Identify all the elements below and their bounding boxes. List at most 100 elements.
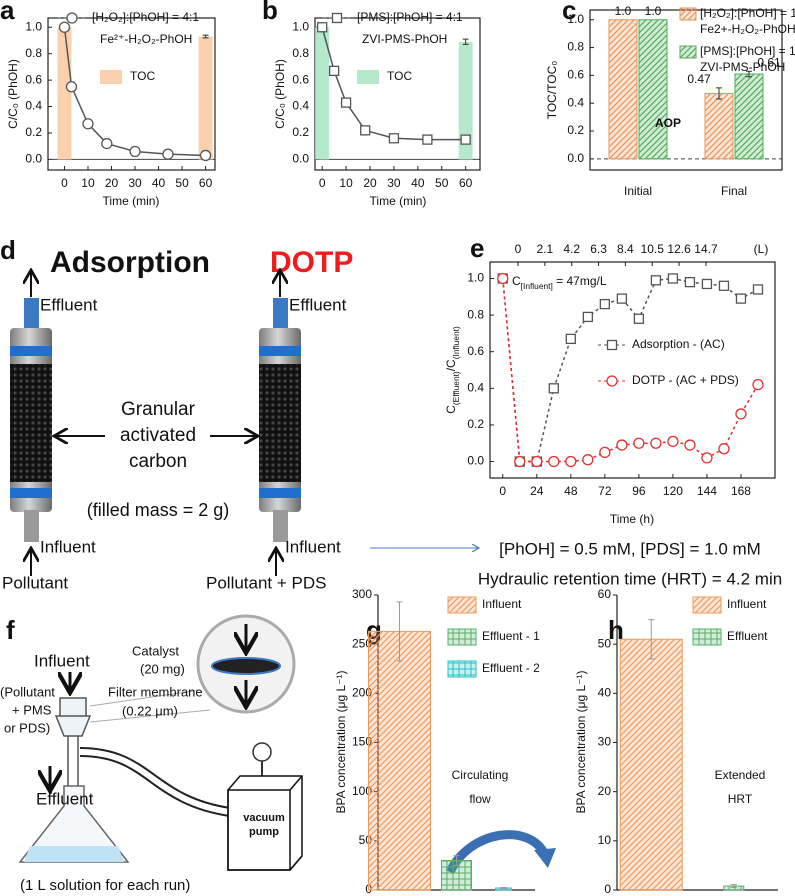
marker [58,21,71,33]
x-tick-label: 10 [339,176,353,190]
x-tick-label: 0 [499,484,506,498]
y-tick-label: 0.0 [292,152,309,166]
marker [162,148,174,160]
toc-bar [198,36,213,160]
x-tick-label: 10 [81,176,95,190]
chart: c 0.0 0.2 0.4 0.6 0.8 1.0 TOC/TOC₀ Initial Final 1… [545,0,795,198]
marker [497,272,509,285]
band [10,488,52,498]
y-tick-label: 10 [598,833,612,847]
marker [633,313,645,324]
label-part: C [444,405,458,414]
panel-f: f Influent (Pollutant + PMS or PDS) Cata… [0,614,303,894]
legend-label: [PMS]:[PhOH] = 4:1 [357,10,463,24]
marker [582,311,593,323]
legend-label: Effluent - 1 [482,629,540,643]
chart: g050100150200250300BPA concentration (μg… [334,587,540,896]
label-part: /C [444,359,458,371]
x-tick-label: 40 [411,176,425,190]
marker [460,134,471,145]
membrane-label: Filter membrane [108,684,203,699]
x-tick-label: 60 [199,176,213,190]
marker [701,452,713,464]
y-tick-label: 300 [352,587,372,601]
flow-arrow [445,830,550,875]
pump-label: pump [249,826,279,838]
membrane-label: (0.22 μm) [122,703,178,718]
y-tick-label: 0.8 [25,46,42,60]
media-label: activated [120,425,196,446]
catalyst-label: Catalyst [132,643,179,658]
toc-bar [458,41,473,160]
error-bar [462,38,469,45]
bar [704,92,734,160]
x2-tick-label: 12.6 [667,242,691,256]
annotation: Circulating [452,768,509,782]
error-bar [716,87,722,100]
legend-marker [606,375,618,387]
error-bar [202,34,209,39]
toc-bar [315,27,330,160]
mass-label: (filled mass = 2 g) [87,500,230,520]
x-axis-label: Time (min) [370,194,427,208]
y-tick-label: 50 [598,636,612,650]
y-tick-label: 0 [604,882,611,896]
y-tick-label: 0.0 [567,151,584,165]
marker [684,439,696,451]
error-bar [746,70,752,78]
x-tick-label: 20 [105,176,119,190]
x-tick-label: 144 [697,484,717,498]
label-part: = 47mg/L [553,274,607,288]
y-axis-label: C/C₀ (PhOH) [273,59,287,129]
marker [599,446,611,459]
y-tick-label: 0.4 [467,380,484,394]
legend-swatch [447,628,477,646]
marker [735,293,747,304]
x2-tick-label: 14.7 [694,242,718,256]
feed-label: Pollutant + PDS [206,573,327,592]
y-axis-label: BPA concentration (μg L⁻¹) [574,670,588,813]
panel-label: a [0,0,15,25]
y-tick-label: 30 [598,735,612,749]
influent-label: Influent [285,537,341,556]
panel-label: h [608,615,624,645]
catalyst-label: (20 mg) [140,661,185,676]
x2-tick-label: 0 [515,242,522,256]
chart: e 0.0 0.2 0.4 0.6 0.8 1.0 0 24 48 72 96 120 144 168 0 2.… [444,233,776,526]
x-tick-label: 30 [128,176,142,190]
legend-marker [331,12,343,24]
legend-swatch [447,660,477,678]
zoom-line [89,709,211,723]
legend-label: Effluent [727,629,768,643]
plot-frame [314,17,481,171]
marker [701,278,713,290]
y-tick-label: 0.8 [467,307,484,321]
legend-swatch [447,596,477,614]
panel-label: b [262,0,278,25]
bar [619,638,683,891]
marker [340,97,352,108]
panel-label: f [6,615,15,645]
legend-subtitle: ZVI-PMS-PhOH [700,60,785,74]
y-tick-label: 60 [598,587,612,601]
column-title: DOTP [270,246,353,279]
panel-label: e [470,233,484,263]
annotation: C[Influent] = 47mg/L [512,274,607,291]
tube [24,510,39,542]
effluent-label: Effluent [36,789,94,808]
y-tick-label: 20 [598,784,612,798]
x-tick-label: 20 [363,176,377,190]
legend-subtitle: ZVI-PMS-PhOH [362,32,447,46]
x-tick-label: 60 [459,176,473,190]
x-tick-label: Final [721,184,747,198]
x-tick-label: 24 [530,484,544,498]
y-tick-label: 0.6 [567,68,584,82]
y-tick-label: 1.0 [25,19,42,33]
pump-label: vacuum [243,812,285,824]
error-bar [453,855,460,866]
toc-bar [57,27,72,160]
y-axis-label: BPA concentration (μg L⁻¹) [334,670,348,813]
media-label: carbon [129,451,187,472]
series-line [502,277,759,463]
